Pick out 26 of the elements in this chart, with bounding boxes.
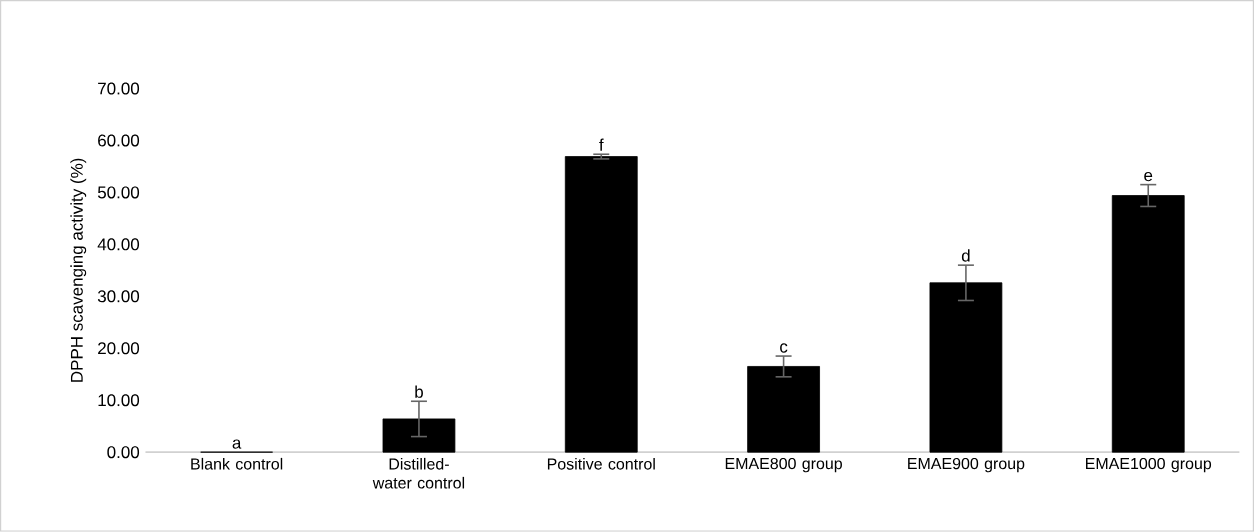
annotation: c [780, 343, 788, 353]
annotation: f [599, 138, 604, 151]
annotation: a [232, 439, 242, 449]
x-tick-label: EMAE800 group [725, 458, 842, 473]
bar [1111, 195, 1185, 453]
y-tick-label: 70.00 [98, 82, 140, 95]
y-tick-label: 40.00 [97, 238, 140, 251]
x-tick-label: EMAE900 group [908, 458, 1025, 473]
y-tick-label: 0.00 [107, 446, 140, 459]
annotation: e [1144, 172, 1153, 182]
x-tick-label: Distilled-water control [372, 458, 465, 489]
y-tick-label: 10.00 [98, 394, 140, 407]
y-axis-title: DPPH scavenging activity (%) [70, 158, 87, 382]
x-tick-label: EMAE1000 group [1086, 458, 1212, 473]
y-tick-label: 20.00 [98, 342, 140, 355]
x-tick-label: Positive control [547, 458, 655, 470]
bar [929, 282, 1003, 453]
bar [564, 156, 638, 453]
bar [382, 418, 456, 453]
x-tick-label: Blank control [191, 458, 283, 470]
y-tick-label: 50.00 [97, 186, 140, 199]
annotation: d [961, 249, 970, 262]
annotation: b [415, 385, 423, 398]
y-tick-label: 60.00 [98, 134, 140, 147]
y-tick-label: 30.00 [97, 290, 140, 303]
bar [747, 366, 820, 453]
